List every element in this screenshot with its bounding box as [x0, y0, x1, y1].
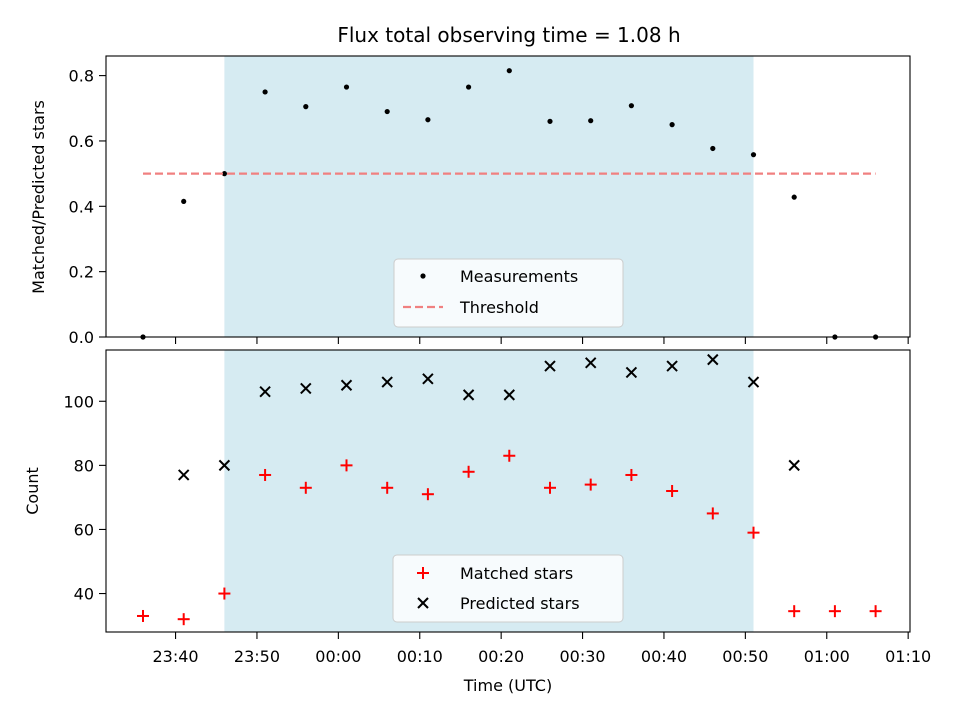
bottom-y-tick-label: 80 — [74, 456, 94, 475]
top-plot-frame — [105, 55, 911, 338]
measurement-point — [506, 68, 512, 74]
bottom-x-axis-ticks: 23:40 23:50 00:00 00:10 00:20 00:30 00:40 00:50… — [153, 632, 931, 666]
x-axis-label: Time (UTC) — [463, 676, 552, 695]
top-x-axis-ticks — [175, 337, 909, 344]
top-legend: Measurements Threshold — [393, 258, 624, 328]
top-y-axis-label: Matched/Predicted stars — [29, 100, 48, 294]
measurement-point — [750, 152, 757, 158]
matched-stars-point — [544, 481, 556, 494]
measurement-point — [425, 117, 431, 123]
bottom-legend: Matched stars Predicted stars — [392, 554, 624, 623]
matched-stars-point — [340, 459, 353, 472]
matched-stars-point — [421, 488, 434, 501]
bottom-y-tick-label: 100 — [63, 392, 94, 411]
top-plot-marks — [140, 68, 879, 340]
bottom-y-axis-label: Count — [23, 467, 42, 515]
x-tick-label: 23:40 — [153, 647, 199, 666]
predicted-stars-point — [747, 376, 760, 388]
legend-label-matched: Matched stars — [460, 564, 573, 583]
bottom-y-axis-ticks: 40 60 80 100 — [63, 392, 106, 604]
x-tick-label: 01:10 — [885, 647, 931, 666]
matched-stars-point — [462, 465, 475, 478]
measurement-point — [588, 118, 594, 124]
x-tick-label: 00:40 — [641, 647, 687, 666]
matched-stars-point — [381, 481, 394, 494]
bottom-legend-box — [392, 554, 624, 623]
measurement-point — [669, 122, 675, 128]
measurement-point — [303, 104, 309, 110]
legend-label-predicted: Predicted stars — [460, 594, 580, 613]
legend-label-measurements: Measurements — [460, 267, 578, 286]
predicted-stars-point — [788, 459, 800, 472]
measurement-point — [221, 171, 227, 177]
matched-stars-point — [259, 468, 272, 481]
top-y-tick-label: 0.4 — [69, 197, 94, 216]
x-tick-label: 00:30 — [560, 647, 606, 666]
legend-marker-measurements — [420, 273, 426, 279]
bottom-y-tick-label: 40 — [74, 585, 94, 604]
predicted-stars-point — [259, 385, 271, 398]
predicted-stars-point — [422, 373, 434, 385]
x-tick-label: 00:10 — [397, 647, 443, 666]
predicted-stars-point — [544, 360, 556, 372]
predicted-stars-point — [381, 376, 393, 388]
measurement-point — [547, 118, 553, 124]
x-tick-label: 00:20 — [478, 647, 524, 666]
measurement-point — [181, 198, 187, 205]
measurement-point — [343, 84, 350, 90]
bottom-panel: 40 60 80 100 23:40 23:50 00:00 00:10 00:20 00:30… — [23, 349, 931, 695]
matched-stars-point — [218, 587, 231, 600]
matched-stars-point — [584, 478, 597, 491]
predicted-stars-point — [707, 353, 719, 366]
bottom-plot-frame — [105, 349, 911, 633]
matched-stars-point — [503, 449, 516, 462]
top-y-tick-label: 0.0 — [69, 328, 94, 347]
matched-stars-point — [625, 468, 638, 481]
measurement-point — [262, 89, 268, 95]
matched-stars-point — [706, 507, 719, 520]
matched-stars-point — [177, 613, 190, 626]
matched-stars-point — [828, 605, 841, 618]
top-legend-box — [393, 258, 624, 328]
matched-stars-point — [747, 526, 760, 539]
top-y-axis-ticks: 0.0 0.2 0.4 0.6 0.8 — [69, 67, 106, 347]
x-tick-label: 01:00 — [804, 647, 850, 666]
top-y-tick-label: 0.8 — [69, 67, 94, 86]
predicted-stars-point — [584, 357, 597, 369]
top-y-tick-label: 0.2 — [69, 263, 94, 282]
x-tick-label: 00:50 — [722, 647, 768, 666]
legend-marker-predicted — [417, 597, 429, 609]
measurement-point — [791, 194, 797, 200]
x-tick-label: 00:00 — [315, 647, 361, 666]
matched-stars-point — [869, 605, 882, 618]
matched-stars-point — [299, 481, 312, 494]
predicted-stars-point — [625, 366, 638, 379]
legend-label-threshold: Threshold — [459, 298, 539, 317]
matched-stars-point — [788, 605, 801, 618]
measurement-point — [628, 103, 635, 109]
top-panel: 0.00.20.40.60.8 Matched/Predicted stars … — [29, 55, 911, 347]
predicted-stars-point — [300, 382, 312, 395]
chart-title: Flux total observing time = 1.08 h — [337, 23, 680, 47]
bottom-plot-marks — [137, 353, 882, 626]
matched-stars-point — [666, 485, 679, 497]
legend-marker-matched — [417, 567, 429, 579]
bottom-y-tick-label: 60 — [74, 520, 94, 539]
matched-stars-point — [137, 609, 149, 622]
x-tick-label: 23:50 — [234, 647, 280, 666]
predicted-stars-point — [177, 469, 190, 481]
predicted-stars-point — [666, 360, 678, 372]
predicted-stars-point — [218, 459, 231, 472]
measurement-point — [710, 145, 716, 152]
predicted-stars-point — [462, 389, 475, 401]
measurement-point — [466, 84, 472, 90]
top-y-tick-label: 0.6 — [69, 132, 94, 151]
predicted-stars-point — [340, 379, 353, 391]
measurement-point — [384, 108, 390, 115]
predicted-stars-point — [503, 389, 516, 401]
